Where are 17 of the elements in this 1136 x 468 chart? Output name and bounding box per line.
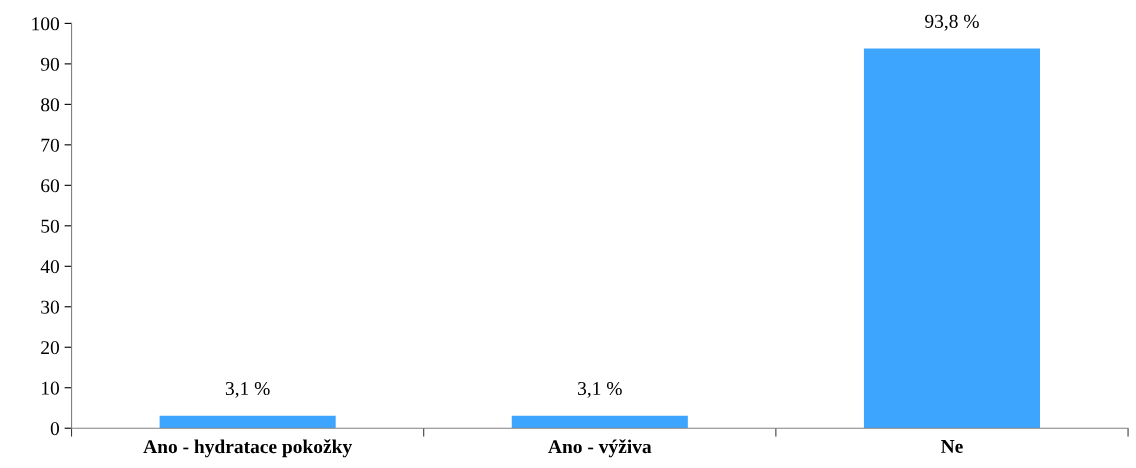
- y-tick-label: 10: [42, 381, 60, 395]
- y-tick-label: 70: [41, 138, 60, 152]
- data-label: 3,1 %: [578, 381, 622, 398]
- x-tick-label: Ne: [941, 440, 963, 453]
- y-tick-label: 30: [41, 300, 60, 314]
- y-tick-label: 100: [32, 17, 60, 31]
- data-label: 93,8 %: [925, 14, 979, 31]
- y-tick-label: 50: [41, 219, 60, 233]
- y-tick-label: 60: [41, 179, 60, 193]
- y-tick-label: 20: [41, 341, 60, 355]
- y-tick-label: 40: [40, 260, 60, 274]
- data-label: 3,1 %: [225, 381, 270, 398]
- y-tick-label: 0: [50, 422, 60, 436]
- y-tick-label: 90: [40, 57, 60, 71]
- x-tick-label: Ano - hydratace pokožky: [143, 439, 352, 458]
- y-tick-label: 80: [41, 98, 60, 112]
- x-tick-label: Ano - výživa: [548, 439, 652, 458]
